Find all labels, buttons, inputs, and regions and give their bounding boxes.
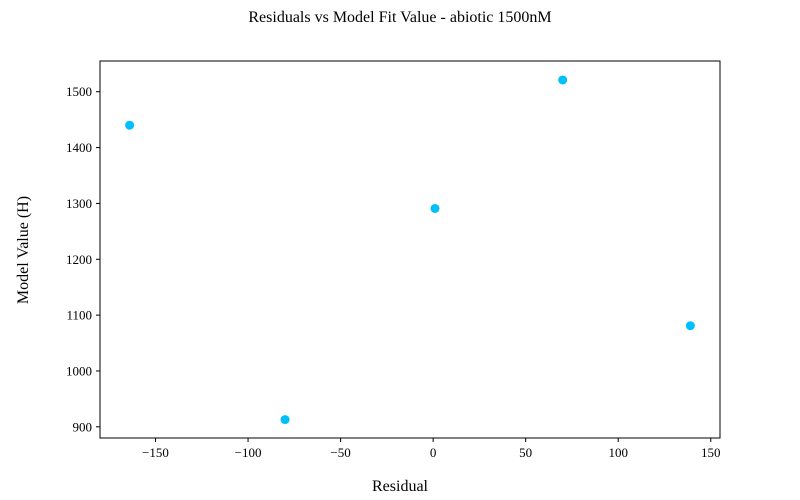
y-tick-label: 1400 [66,140,92,155]
x-tick-label: 50 [519,445,532,460]
y-tick-label: 900 [73,419,93,434]
data-point-1 [125,120,135,130]
x-axis-ticks: −150 −100 −50 0 50 100 150 [142,438,720,460]
y-tick-label: 1100 [66,308,92,323]
y-tick-label: 1300 [66,196,92,211]
data-point-3 [430,203,440,213]
x-axis-label: Residual [372,478,429,495]
data-point-2 [280,415,290,425]
data-point-5 [685,321,695,331]
y-axis-ticks: 900 1000 1100 1200 1300 1400 1500 [66,84,100,434]
data-points [125,75,695,425]
x-tick-label: 0 [430,445,437,460]
y-axis-label: Model Value (H) [15,196,32,304]
x-tick-label: 100 [608,445,628,460]
y-tick-label: 1500 [66,84,92,99]
x-tick-label: −100 [235,445,262,460]
x-tick-label: −50 [330,445,350,460]
plot-area-frame [99,60,721,439]
chart-title: Residuals vs Model Fit Value - abiotic 1… [248,9,551,26]
x-tick-label: −150 [142,445,169,460]
data-point-4 [558,75,568,85]
x-tick-label: 150 [701,445,721,460]
y-tick-label: 1200 [66,252,92,267]
y-tick-label: 1000 [66,363,92,378]
